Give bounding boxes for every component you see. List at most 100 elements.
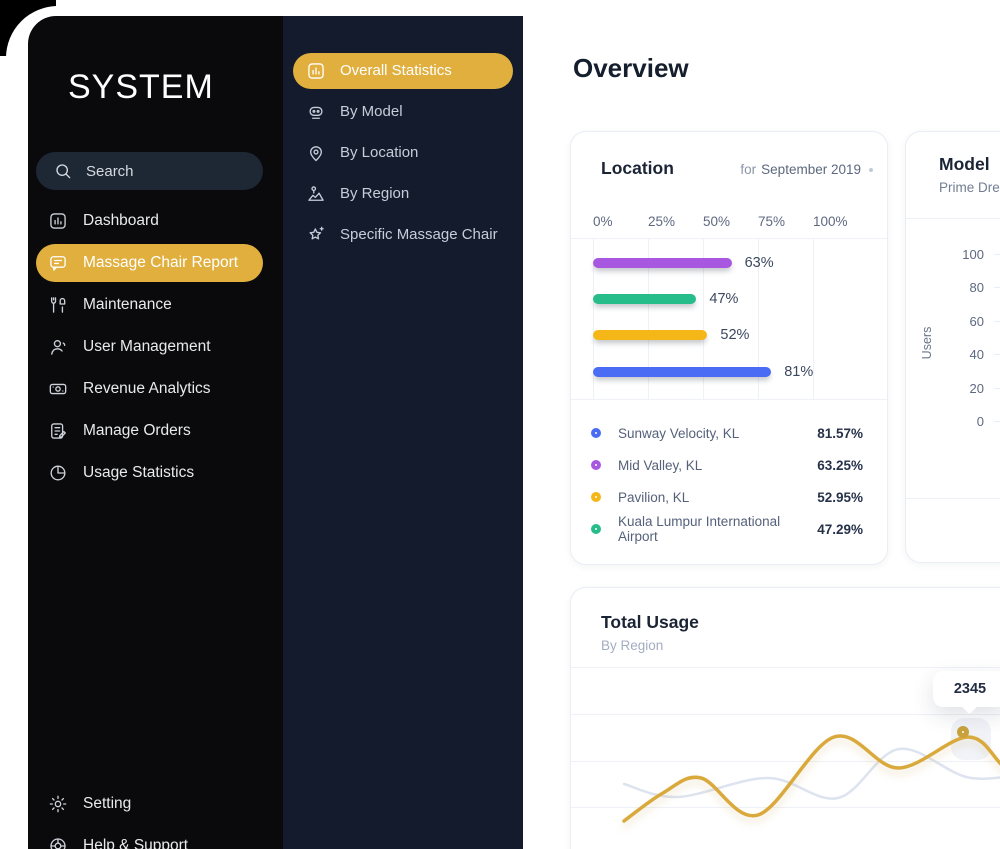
axis-tick-label: 100% bbox=[813, 214, 848, 229]
location-bar-chart: 63% 47% 52% 81% bbox=[571, 238, 887, 399]
sidebar-item-manage-orders[interactable]: Manage Orders bbox=[36, 410, 263, 452]
gridline bbox=[758, 238, 759, 399]
sidebar-item-usage-statistics[interactable]: Usage Statistics bbox=[36, 452, 263, 494]
bar-value-label: 63% bbox=[744, 255, 774, 271]
legend-ring-icon bbox=[591, 524, 601, 534]
nav-item-label: By Region bbox=[340, 185, 410, 202]
submenu-item-overall-statistics[interactable]: Overall Statistics bbox=[293, 52, 513, 89]
total-usage-line-chart bbox=[622, 734, 1000, 823]
legend-ring-icon bbox=[591, 428, 601, 438]
by-region-icon bbox=[306, 184, 326, 204]
search-icon bbox=[53, 161, 73, 181]
divider bbox=[571, 238, 887, 239]
legend-label: Pavilion, KL bbox=[618, 489, 690, 505]
gridline bbox=[571, 807, 1000, 808]
model-y-axis-label: Users bbox=[920, 326, 934, 360]
nav-item-label: By Location bbox=[340, 144, 419, 161]
y-tick-label: 60 bbox=[969, 313, 984, 329]
legend-ring-icon bbox=[591, 492, 601, 502]
submenu-item-by-region[interactable]: By Region bbox=[293, 173, 513, 214]
model-card-title: Model bbox=[939, 154, 990, 174]
total-usage-subtitle: By Region bbox=[601, 638, 664, 653]
user-management-icon bbox=[48, 337, 68, 357]
gridline bbox=[994, 387, 1000, 389]
y-tick-label: 100 bbox=[962, 247, 984, 262]
nav-item-label: Revenue Analytics bbox=[83, 380, 211, 397]
legend-ring-icon bbox=[591, 460, 601, 470]
gridline bbox=[994, 287, 1000, 289]
submenu-item-specific-massage-chair[interactable]: Specific Massage Chair bbox=[293, 214, 513, 255]
bar bbox=[593, 367, 772, 377]
main-content: Overview Location for September 2019 0% 2… bbox=[523, 16, 1000, 849]
search-placeholder: Search bbox=[86, 162, 134, 180]
legend-value: 81.57% bbox=[817, 425, 863, 441]
nav-item-label: By Model bbox=[340, 103, 403, 120]
sidebar-item-user-management[interactable]: User Management bbox=[36, 326, 263, 368]
y-tick-label: 40 bbox=[969, 347, 984, 363]
axis-tick-label: 25% bbox=[648, 214, 676, 229]
legend-label: Mid Valley, KL bbox=[618, 457, 703, 473]
bar-row: 81% bbox=[593, 364, 813, 380]
gridline bbox=[571, 761, 1000, 762]
chart-tooltip: 2345 bbox=[933, 671, 1000, 707]
revenue-analytics-icon bbox=[48, 379, 68, 399]
bar bbox=[593, 330, 708, 340]
period-prefix: for bbox=[740, 162, 757, 177]
gridline bbox=[703, 238, 704, 399]
gridline bbox=[593, 238, 594, 399]
divider bbox=[906, 498, 1000, 499]
divider bbox=[571, 399, 887, 400]
tooltip-value: 2345 bbox=[953, 681, 987, 697]
bar-row: 47% bbox=[593, 291, 738, 307]
dashboard-icon bbox=[48, 211, 68, 231]
model-card: Model Prime Dream Users 100 80 60 40 20 0 bbox=[905, 131, 1000, 563]
nav-item-label: Overall Statistics bbox=[340, 62, 452, 79]
nav-item-label: Specific Massage Chair bbox=[340, 226, 498, 243]
secondary-series-line bbox=[622, 747, 1000, 800]
app-title: SYSTEM bbox=[68, 68, 214, 106]
submenu-item-by-model[interactable]: By Model bbox=[293, 91, 513, 132]
divider bbox=[906, 218, 1000, 219]
y-tick-label: 80 bbox=[969, 280, 984, 296]
specific-massage-chair-icon bbox=[306, 225, 326, 245]
primary-sidebar: SYSTEM Search Dashboard Massage Chair Rep… bbox=[28, 16, 283, 849]
submenu-item-by-location[interactable]: By Location bbox=[293, 132, 513, 173]
legend-row: Kuala Lumpur International Airport 47.29% bbox=[591, 513, 863, 545]
nav-item-label: Manage Orders bbox=[83, 422, 191, 439]
nav-item-label: Help & Support bbox=[83, 837, 189, 849]
period-selector[interactable]: for September 2019 bbox=[740, 162, 873, 177]
total-usage-title: Total Usage bbox=[601, 612, 699, 632]
bar-value-label: 81% bbox=[784, 364, 814, 380]
sidebar-item-help-support[interactable]: Help & Support bbox=[36, 825, 263, 849]
sidebar-item-revenue-analytics[interactable]: Revenue Analytics bbox=[36, 368, 263, 410]
page-title: Overview bbox=[573, 53, 689, 83]
search-input[interactable]: Search bbox=[36, 152, 263, 190]
bar-row: 63% bbox=[593, 255, 774, 271]
nav-item-label: Massage Chair Report bbox=[83, 254, 239, 271]
sidebar-item-setting[interactable]: Setting bbox=[36, 783, 263, 825]
sidebar-item-maintenance[interactable]: Maintenance bbox=[36, 284, 263, 326]
primary-series-line bbox=[622, 734, 1000, 823]
nav-item-label: Setting bbox=[83, 795, 132, 812]
location-card: Location for September 2019 0% 25% 50% 75% 1… bbox=[570, 131, 888, 565]
maintenance-icon bbox=[48, 295, 68, 315]
help-support-icon bbox=[48, 836, 68, 849]
y-tick-label: 20 bbox=[969, 380, 984, 396]
period-dot-icon bbox=[869, 167, 873, 172]
gridline bbox=[571, 714, 1000, 715]
legend-label: Kuala Lumpur International Airport bbox=[618, 514, 781, 544]
sidebar-item-massage-chair-report[interactable]: Massage Chair Report bbox=[36, 244, 263, 282]
overall-statistics-icon bbox=[306, 61, 326, 81]
data-point-marker[interactable] bbox=[957, 726, 969, 738]
y-tick-label: 0 bbox=[976, 414, 984, 429]
legend-row: Mid Valley, KL 63.25% bbox=[591, 449, 863, 481]
axis-tick-label: 75% bbox=[758, 214, 786, 229]
nav-item-label: User Management bbox=[83, 338, 211, 355]
nav-item-label: Usage Statistics bbox=[83, 464, 195, 481]
axis-tick-label: 0% bbox=[593, 214, 613, 229]
bar-value-label: 47% bbox=[709, 291, 739, 307]
sidebar-item-dashboard[interactable]: Dashboard bbox=[36, 200, 263, 242]
primary-nav-footer: Setting Help & Support bbox=[36, 783, 263, 849]
gridline bbox=[994, 421, 1000, 422]
